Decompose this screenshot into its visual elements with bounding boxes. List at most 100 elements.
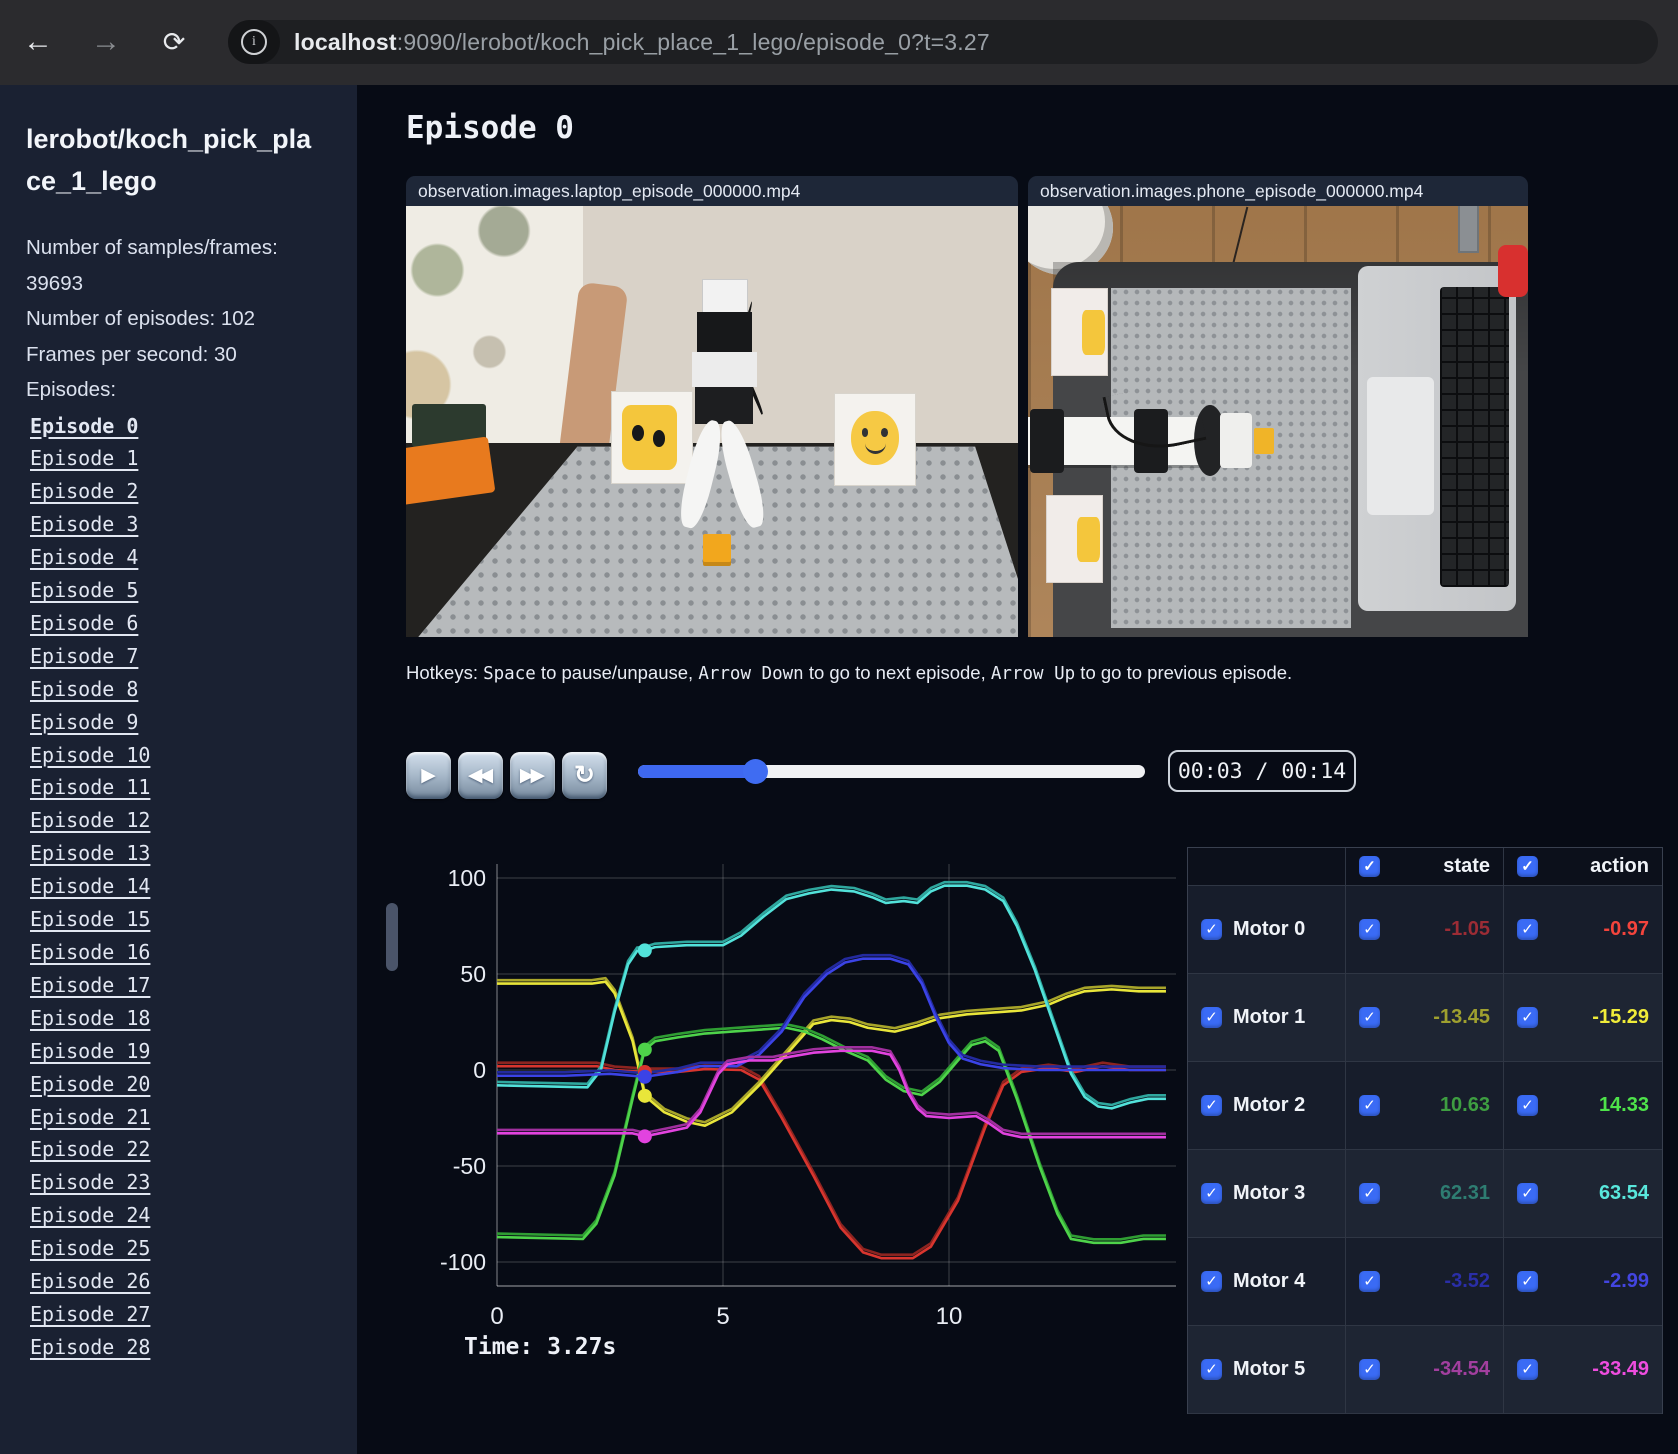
scrollbar-thumb[interactable] (386, 903, 398, 971)
checkbox[interactable]: ✓ (1517, 1007, 1538, 1028)
sticker-box (1045, 494, 1103, 583)
checkbox[interactable]: ✓ (1201, 1359, 1222, 1380)
episode-link[interactable]: Episode 3 (30, 512, 139, 537)
episode-link[interactable]: Episode 12 (30, 808, 151, 833)
episode-link[interactable]: Episode 16 (30, 940, 151, 964)
episode-link[interactable]: Episode 15 (30, 907, 151, 932)
episode-link[interactable]: Episode 13 (30, 841, 151, 866)
episode-link[interactable]: Episode 10 (30, 742, 151, 767)
checkbox[interactable]: ✓ (1359, 1271, 1380, 1292)
url[interactable]: localhost:9090/lerobot/koch_pick_place_1… (294, 29, 990, 56)
episode-link[interactable]: Episode 23 (30, 1170, 151, 1195)
motor-action-value: -33.49 (1592, 1358, 1649, 1380)
checkbox[interactable]: ✓ (1201, 919, 1222, 940)
motor-table: ✓ state ✓ action ✓ Motor 0 ✓ -1.05 ✓ -0.97 ✓ Motor … (1187, 847, 1663, 1414)
laptop-keyboard (1439, 287, 1510, 587)
checkbox[interactable]: ✓ (1359, 919, 1380, 940)
episode-link[interactable]: Episode 0 (30, 413, 139, 438)
site-info-button[interactable]: i (228, 20, 280, 64)
stat-episodes: Number of episodes: 102 (26, 307, 256, 330)
slider-thumb[interactable] (743, 759, 768, 784)
motor-action-value: -15.29 (1592, 1006, 1649, 1028)
forward-icon[interactable]: → (91, 25, 121, 58)
checkbox[interactable]: ✓ (1201, 1271, 1222, 1292)
episode-link[interactable]: Episode 4 (30, 545, 139, 570)
slider-fill (638, 765, 755, 778)
checkbox[interactable]: ✓ (1359, 1359, 1380, 1380)
checkbox[interactable]: ✓ (1517, 1183, 1538, 1204)
checkbox[interactable]: ✓ (1517, 1359, 1538, 1380)
video-label-laptop: observation.images.laptop_episode_000000… (406, 176, 1018, 206)
episode-link[interactable]: Episode 17 (30, 972, 151, 997)
motor-action-value: -0.97 (1603, 918, 1649, 940)
hotkey-text: Hotkeys: (406, 662, 484, 683)
episode-link[interactable]: Episode 27 (30, 1301, 151, 1326)
playback-slider[interactable] (638, 759, 1145, 784)
cursor-dot-motor-4 (637, 1069, 652, 1084)
y-tick-label: -50 (453, 1153, 486, 1179)
episode-link[interactable]: Episode 26 (30, 1269, 151, 1294)
robot-joint (1030, 408, 1064, 474)
episode-link[interactable]: Episode 20 (30, 1071, 151, 1096)
episode-link[interactable]: Episode 5 (30, 578, 139, 603)
episode-link[interactable]: Episode 21 (30, 1104, 151, 1129)
episode-link[interactable]: Episode 6 (30, 610, 139, 635)
url-host: localhost (294, 28, 397, 55)
checkbox[interactable]: ✓ (1201, 1095, 1222, 1116)
checkbox[interactable]: ✓ (1359, 856, 1380, 877)
episode-link[interactable]: Episode 25 (30, 1236, 151, 1261)
episode-link[interactable]: Episode 22 (30, 1137, 151, 1162)
episode-link[interactable]: Episode 1 (30, 446, 139, 471)
dataset-stats: Number of samples/frames: 39693 Number o… (26, 230, 326, 372)
episode-link[interactable]: Episode 11 (30, 775, 151, 800)
panda-eye (652, 429, 665, 447)
motor-label: Motor 1 (1233, 1006, 1306, 1028)
checkbox[interactable]: ✓ (1359, 1007, 1380, 1028)
episode-link[interactable]: Episode 18 (30, 1005, 151, 1030)
episodes-label: Episodes: (26, 378, 117, 401)
play-button[interactable]: ▶ (406, 752, 451, 799)
episode-link[interactable]: Episode 24 (30, 1203, 151, 1228)
yellow-lego-brick (1254, 427, 1274, 455)
panda-box (611, 391, 693, 484)
loop-button[interactable]: ↻ (562, 752, 607, 799)
back-icon[interactable]: ← (23, 25, 53, 58)
motor-action-value: 14.33 (1598, 1094, 1649, 1116)
emoji-sticker (1076, 517, 1100, 563)
checkbox[interactable]: ✓ (1517, 1095, 1538, 1116)
laptop-trackpad (1367, 376, 1434, 515)
column-header-state: state (1443, 855, 1490, 877)
motor-label: Motor 3 (1233, 1182, 1306, 1204)
episode-link[interactable]: Episode 14 (30, 874, 151, 899)
checkbox[interactable]: ✓ (1517, 919, 1538, 940)
hotkey-key: Arrow Down (698, 664, 804, 684)
episode-link[interactable]: Episode 28 (30, 1334, 151, 1359)
y-tick-label: 0 (473, 1057, 486, 1083)
hotkey-key: Arrow Up (990, 664, 1076, 684)
hotkey-text: to go to next episode, (803, 662, 991, 683)
video-scene-phone (1028, 206, 1528, 637)
video-player-laptop[interactable]: observation.images.laptop_episode_000000… (406, 176, 1018, 637)
fast-forward-button[interactable]: ▶▶ (510, 752, 555, 799)
table-header-row: ✓ state ✓ action (1188, 848, 1662, 886)
checkbox[interactable]: ✓ (1517, 856, 1538, 877)
y-tick-label: 50 (460, 961, 486, 987)
episode-link[interactable]: Episode 7 (30, 643, 139, 668)
checkbox[interactable]: ✓ (1359, 1183, 1380, 1204)
episode-link[interactable]: Episode 19 (30, 1038, 151, 1063)
checkbox[interactable]: ✓ (1201, 1183, 1222, 1204)
checkbox[interactable]: ✓ (1517, 1271, 1538, 1292)
video-label-phone: observation.images.phone_episode_000000.… (1028, 176, 1528, 206)
checkbox[interactable]: ✓ (1201, 1007, 1222, 1028)
checkbox[interactable]: ✓ (1359, 1095, 1380, 1116)
stat-samples: Number of samples/frames: 39693 (26, 236, 278, 295)
episode-link[interactable]: Episode 9 (30, 709, 139, 734)
address-bar[interactable]: i localhost:9090/lerobot/koch_pick_place… (228, 20, 1658, 64)
reload-icon[interactable]: ⟳ (162, 27, 186, 57)
episode-link[interactable]: Episode 2 (30, 479, 139, 504)
rewind-button[interactable]: ◀◀ (458, 752, 503, 799)
episode-link[interactable]: Episode 8 (30, 676, 139, 701)
video-player-phone[interactable]: observation.images.phone_episode_000000.… (1028, 176, 1528, 637)
motor-chart[interactable]: 100 50 0 -50 -100 0 5 10 (406, 846, 1178, 1382)
robot-gripper (1220, 413, 1252, 469)
